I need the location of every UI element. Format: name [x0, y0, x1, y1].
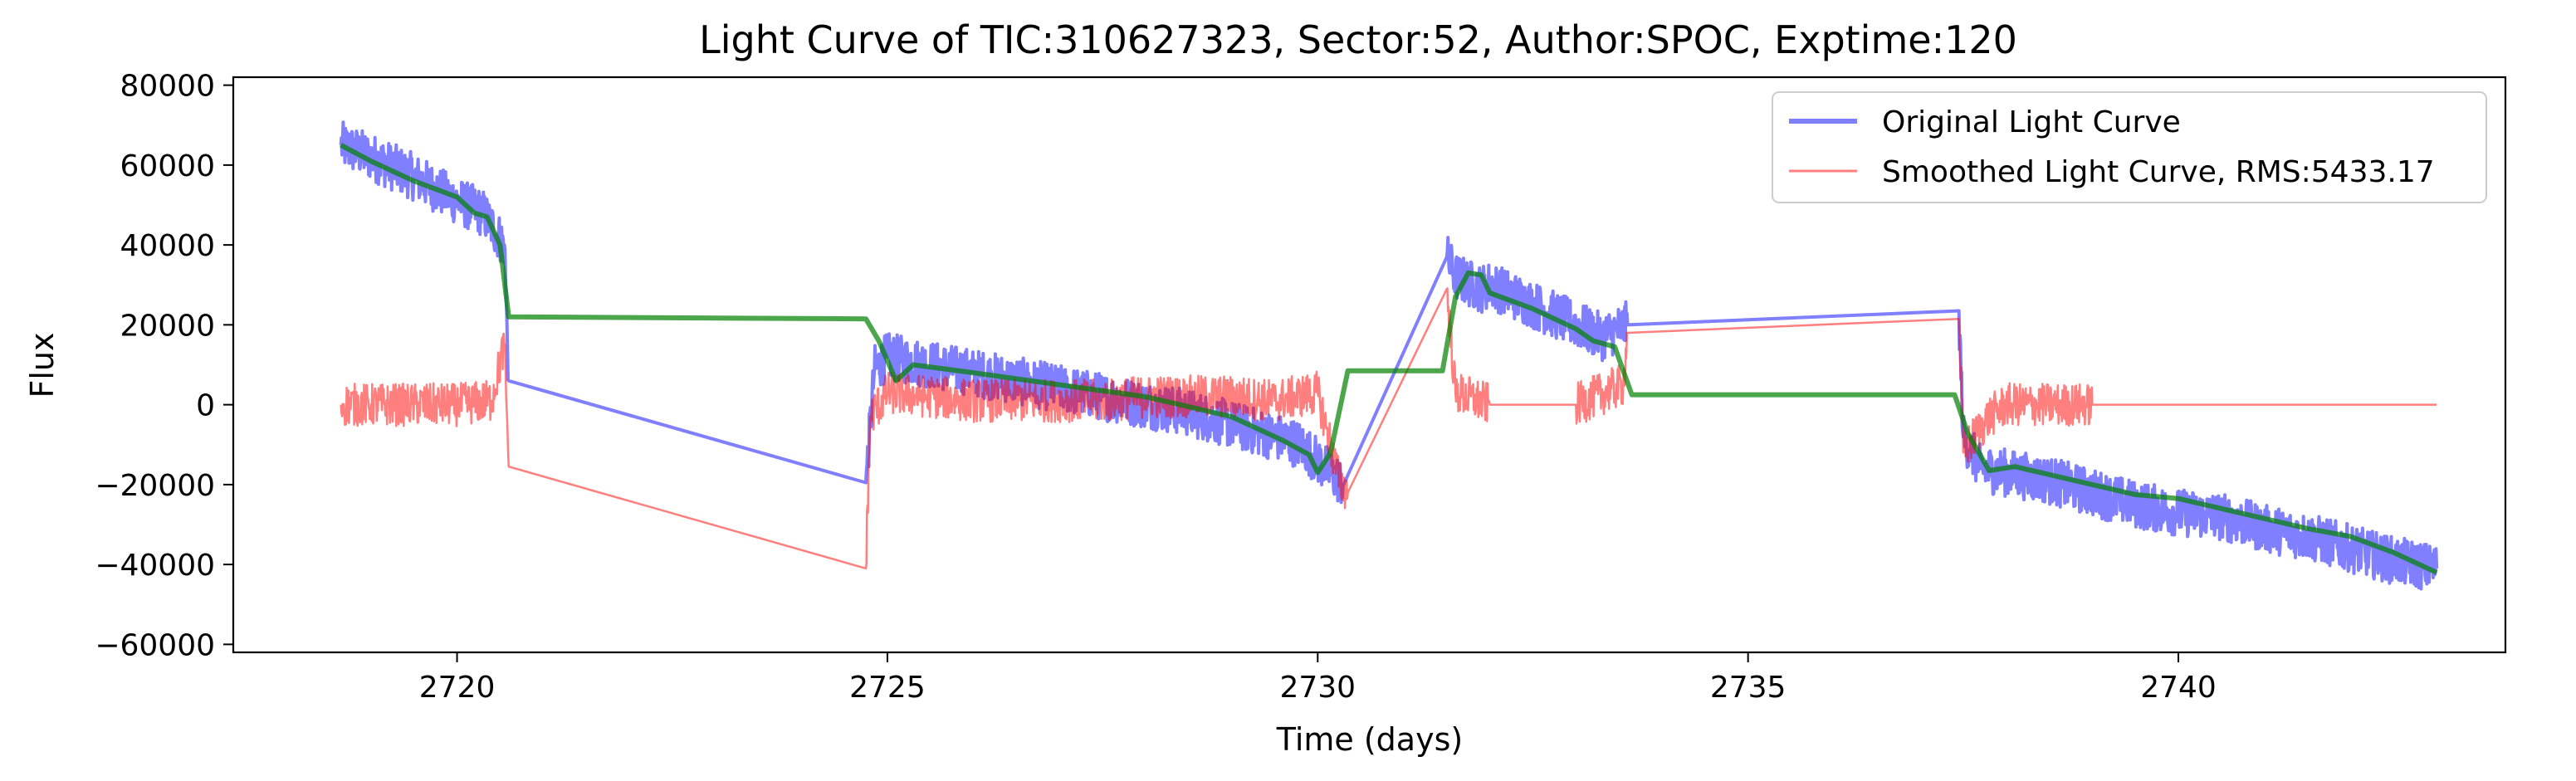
plot-area-frame	[232, 76, 2507, 654]
legend: Original Light Curve Smoothed Light Curv…	[1772, 91, 2487, 203]
legend-label-smoothed: Smoothed Light Curve, RMS:5433.17	[1882, 155, 2435, 189]
x-tick-label: 2730	[1279, 671, 1356, 705]
series-line-trend	[340, 143, 2438, 575]
y-tick-label: 40000	[120, 229, 215, 263]
y-axis: −60000 −40000 −20000 0 20000 40000 60000 80000	[95, 70, 233, 662]
x-axis-label: Time (days)	[1276, 721, 1463, 758]
x-axis: 2720 2725 2730 2735 2740	[419, 652, 2217, 705]
y-tick-label: −40000	[95, 549, 215, 583]
series-layer	[339, 120, 2439, 591]
x-tick-label: 2735	[1710, 671, 1787, 705]
y-tick-label: 60000	[120, 149, 215, 183]
y-tick-label: −20000	[95, 469, 215, 503]
legend-box	[1772, 91, 2487, 203]
x-tick-label: 2720	[419, 671, 496, 705]
legend-label-original: Original Light Curve	[1882, 105, 2181, 139]
y-tick-label: 80000	[120, 70, 215, 104]
y-tick-label: −60000	[95, 628, 215, 662]
y-axis-label: Flux	[24, 333, 61, 398]
y-tick-label: 20000	[120, 309, 215, 343]
series-line-smoothed	[340, 287, 2437, 570]
y-tick-label: 0	[196, 389, 215, 423]
x-tick-label: 2740	[2140, 671, 2217, 705]
chart-title: Light Curve of TIC:310627323, Sector:52,…	[699, 17, 2017, 62]
x-tick-label: 2725	[849, 671, 926, 705]
